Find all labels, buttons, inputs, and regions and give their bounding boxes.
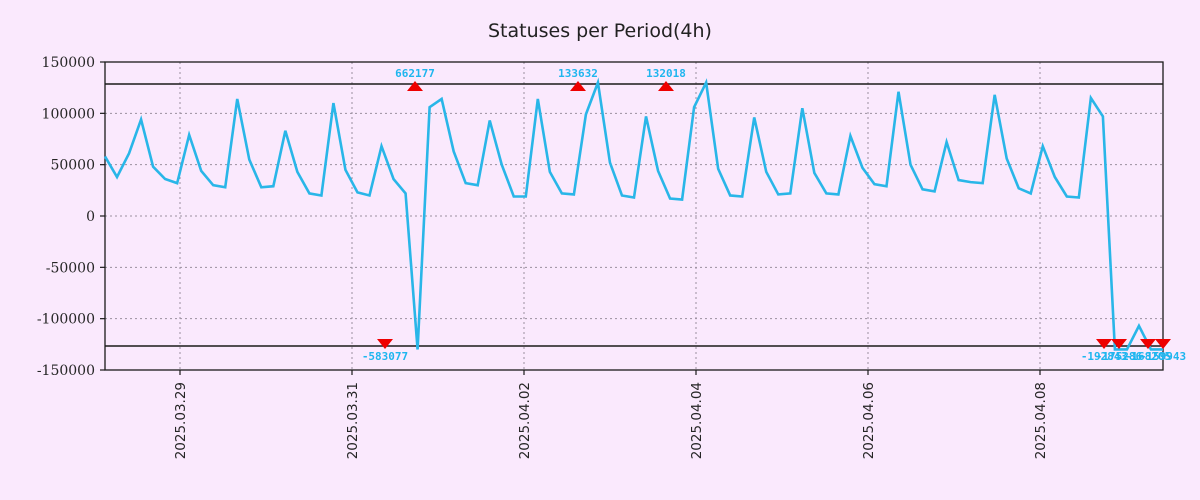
x-tick-label: 2025.04.08 <box>1033 382 1049 459</box>
outlier-value-label: 132018 <box>646 67 686 80</box>
outlier-value-label: -159943 <box>1140 350 1186 363</box>
x-tick-label: 2025.04.06 <box>861 382 877 459</box>
y-axis-tick-labels: 150000 100000 50000 0 -50000 -100000 -150000 <box>37 55 95 379</box>
y-tick-label: 100000 <box>42 106 95 122</box>
x-axis-tick-labels: 2025.03.29 2025.03.31 2025.04.02 2025.04.04… <box>173 382 1049 459</box>
outlier-marker-triangle <box>1111 339 1127 349</box>
outlier-marker-triangle <box>1096 339 1112 349</box>
y-tick-label: 0 <box>86 209 95 225</box>
data-series-line <box>103 77 1163 351</box>
x-tick-label: 2025.03.31 <box>345 382 361 459</box>
y-tick-label: 50000 <box>50 158 95 174</box>
annotation-markers <box>377 81 1171 349</box>
y-tick-label: 150000 <box>42 55 95 71</box>
y-tick-label: -150000 <box>37 363 95 379</box>
outlier-marker-triangle <box>570 81 586 91</box>
x-grid-lines <box>179 62 1041 375</box>
outlier-value-label: -175286 <box>1096 350 1143 363</box>
chart-title: Statuses per Period(4h) <box>488 20 712 42</box>
outlier-value-label: -192843 <box>1081 350 1127 363</box>
outlier-value-label: 662177 <box>395 67 435 80</box>
outlier-marker-triangle <box>658 81 674 91</box>
x-tick-label: 2025.04.04 <box>689 382 705 459</box>
outlier-value-label: -168205 <box>1125 350 1171 363</box>
y-tick-label: -50000 <box>46 260 95 276</box>
x-tick-label: 2025.04.02 <box>517 382 533 459</box>
x-tick-label: 2025.03.29 <box>173 382 189 459</box>
plot-frame <box>104 61 1164 371</box>
outlier-marker-triangle <box>377 339 393 349</box>
outlier-marker-triangle <box>1140 339 1156 349</box>
y-tick-label: -100000 <box>37 312 95 328</box>
outlier-marker-triangle <box>407 81 423 91</box>
outlier-value-label: -583077 <box>362 350 408 363</box>
grid-lines <box>100 61 1163 371</box>
outlier-marker-triangle <box>1155 339 1171 349</box>
annotation-labels: 662177 133632 132018 -583077 -192843-175286-… <box>362 67 1186 363</box>
outlier-value-label: 133632 <box>558 67 598 80</box>
